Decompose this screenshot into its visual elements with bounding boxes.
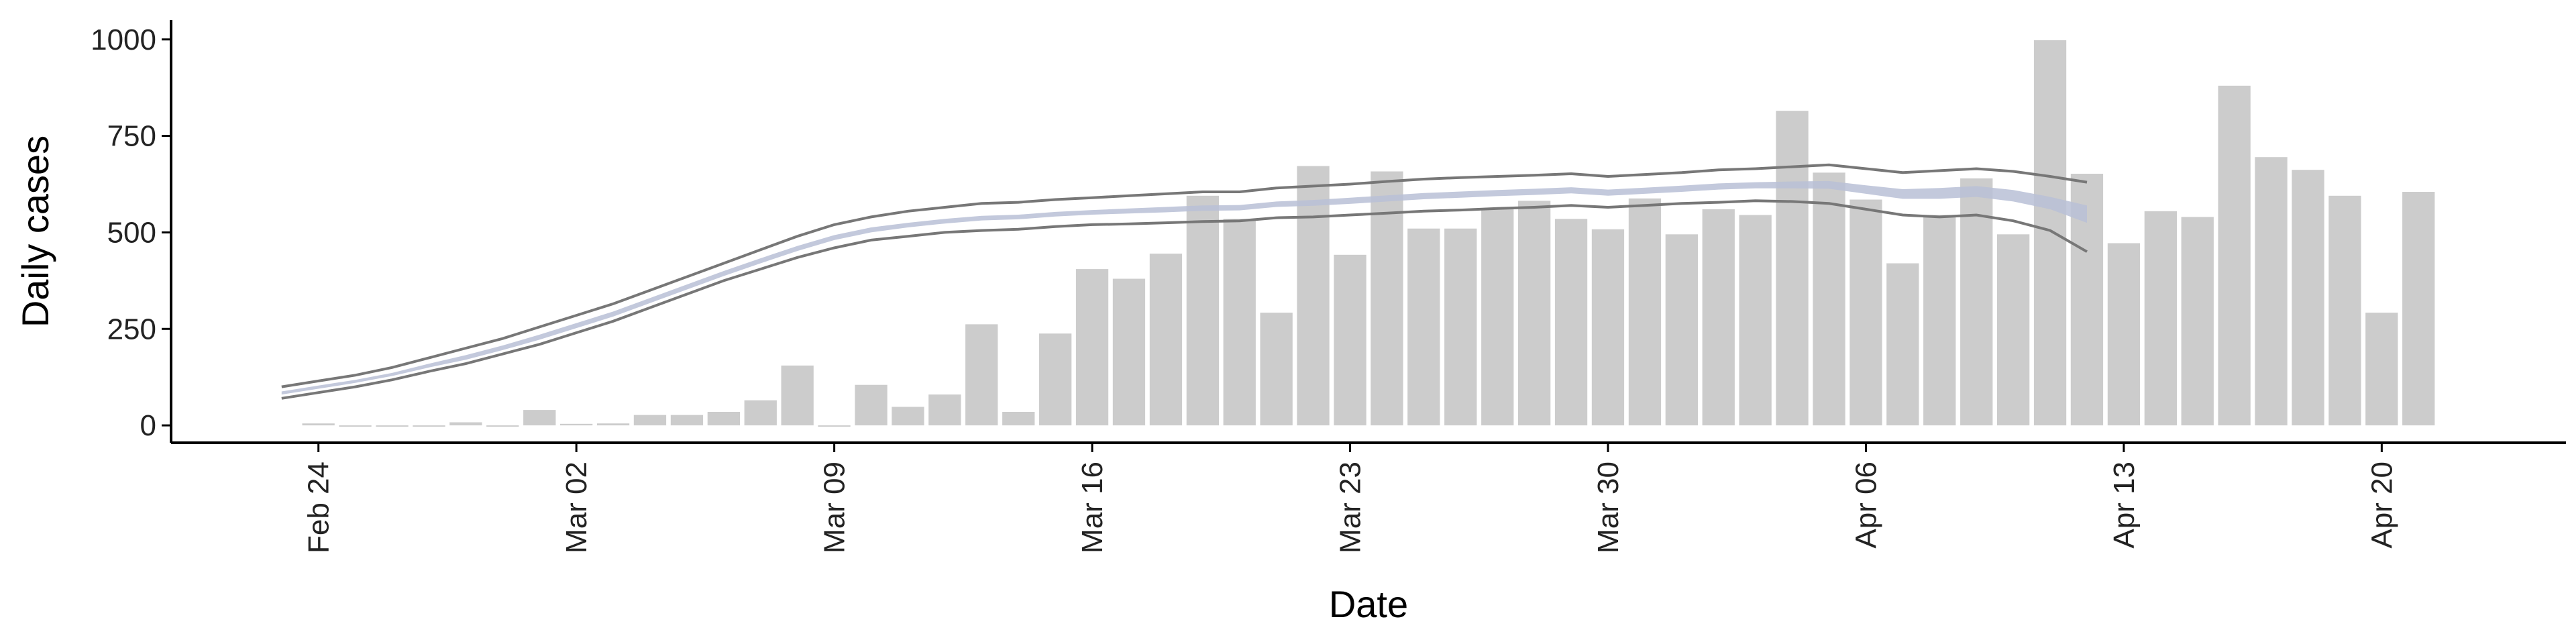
- bar: [302, 423, 335, 426]
- bar: [1112, 278, 1146, 426]
- x-axis-title: Date: [1329, 583, 1408, 625]
- bar: [1591, 229, 1625, 426]
- bar: [670, 415, 704, 426]
- bar: [2181, 217, 2214, 426]
- bar: [1960, 178, 1993, 426]
- bar: [781, 365, 814, 426]
- y-tick-label: 750: [107, 120, 156, 153]
- bar: [1371, 171, 1403, 426]
- bar: [2292, 170, 2324, 426]
- bar: [1039, 333, 1072, 426]
- bar: [1186, 195, 1219, 426]
- bar: [2328, 195, 2361, 426]
- x-tick-label: Apr 06: [1850, 462, 1883, 549]
- bar: [1407, 228, 1440, 426]
- bar: [1849, 199, 1882, 426]
- x-tick-label: Feb 24: [303, 462, 335, 553]
- bar: [2365, 313, 2398, 426]
- y-tick-label: 500: [107, 216, 156, 249]
- x-tick-label: Apr 13: [2108, 462, 2141, 549]
- bar: [1776, 111, 1809, 426]
- x-ticks: Feb 24 Mar 02 Mar 09 Mar 16 Mar 23 Mar 30 Apr …: [303, 443, 2398, 553]
- bar: [1444, 228, 1477, 426]
- bar: [965, 324, 998, 426]
- bar: [1554, 219, 1588, 426]
- bar: [2033, 40, 2067, 426]
- bar: [596, 423, 630, 426]
- bar: [2402, 192, 2435, 426]
- bar: [2255, 157, 2288, 426]
- estimate-lines: [281, 163, 2088, 400]
- bar: [1297, 166, 1330, 426]
- bar: [376, 425, 409, 427]
- bar: [633, 415, 667, 426]
- x-tick-label: Mar 23: [1334, 462, 1367, 553]
- bar: [1481, 208, 1514, 426]
- bar: [1518, 201, 1551, 426]
- bar: [1223, 219, 1256, 426]
- bar: [1739, 215, 1772, 426]
- bar: [1260, 313, 1293, 426]
- x-tick-label: Mar 16: [1076, 462, 1109, 553]
- bar: [1334, 254, 1366, 426]
- bar: [744, 400, 777, 426]
- bar: [2218, 85, 2251, 426]
- y-tick-label: 1000: [91, 23, 156, 56]
- bar: [1702, 209, 1735, 426]
- bar: [892, 407, 924, 426]
- bar: [1002, 412, 1035, 426]
- x-tick-label: Apr 20: [2365, 462, 2398, 549]
- x-tick-label: Mar 09: [818, 462, 851, 553]
- upper-interval-line: [281, 163, 2088, 388]
- bar: [523, 410, 556, 426]
- bar: [707, 412, 740, 426]
- lower-interval-line: [281, 199, 2088, 400]
- x-tick-label: Mar 02: [560, 462, 593, 553]
- bar: [449, 422, 482, 426]
- bar: [818, 425, 851, 427]
- bar: [855, 384, 888, 426]
- bar: [2144, 211, 2177, 426]
- bar: [1813, 172, 1845, 426]
- y-tick-label: 0: [140, 409, 156, 442]
- bar: [1075, 269, 1109, 426]
- bar: [1628, 198, 1662, 426]
- bar-series: [302, 40, 2435, 427]
- bar: [413, 425, 445, 427]
- x-tick-label: Mar 30: [1592, 462, 1625, 553]
- bar: [1149, 254, 1183, 426]
- y-tick-label: 250: [107, 313, 156, 345]
- bar: [1665, 234, 1698, 426]
- bar: [1886, 263, 1919, 426]
- bar: [2107, 243, 2141, 426]
- bar: [486, 425, 519, 427]
- bar: [1923, 215, 1956, 426]
- bar: [339, 425, 372, 427]
- y-ticks: 0 250 500 750 1000: [91, 23, 171, 442]
- bar: [1997, 234, 2030, 426]
- bar: [560, 423, 593, 426]
- y-axis-title: Daily cases: [14, 136, 56, 327]
- bar: [928, 394, 961, 426]
